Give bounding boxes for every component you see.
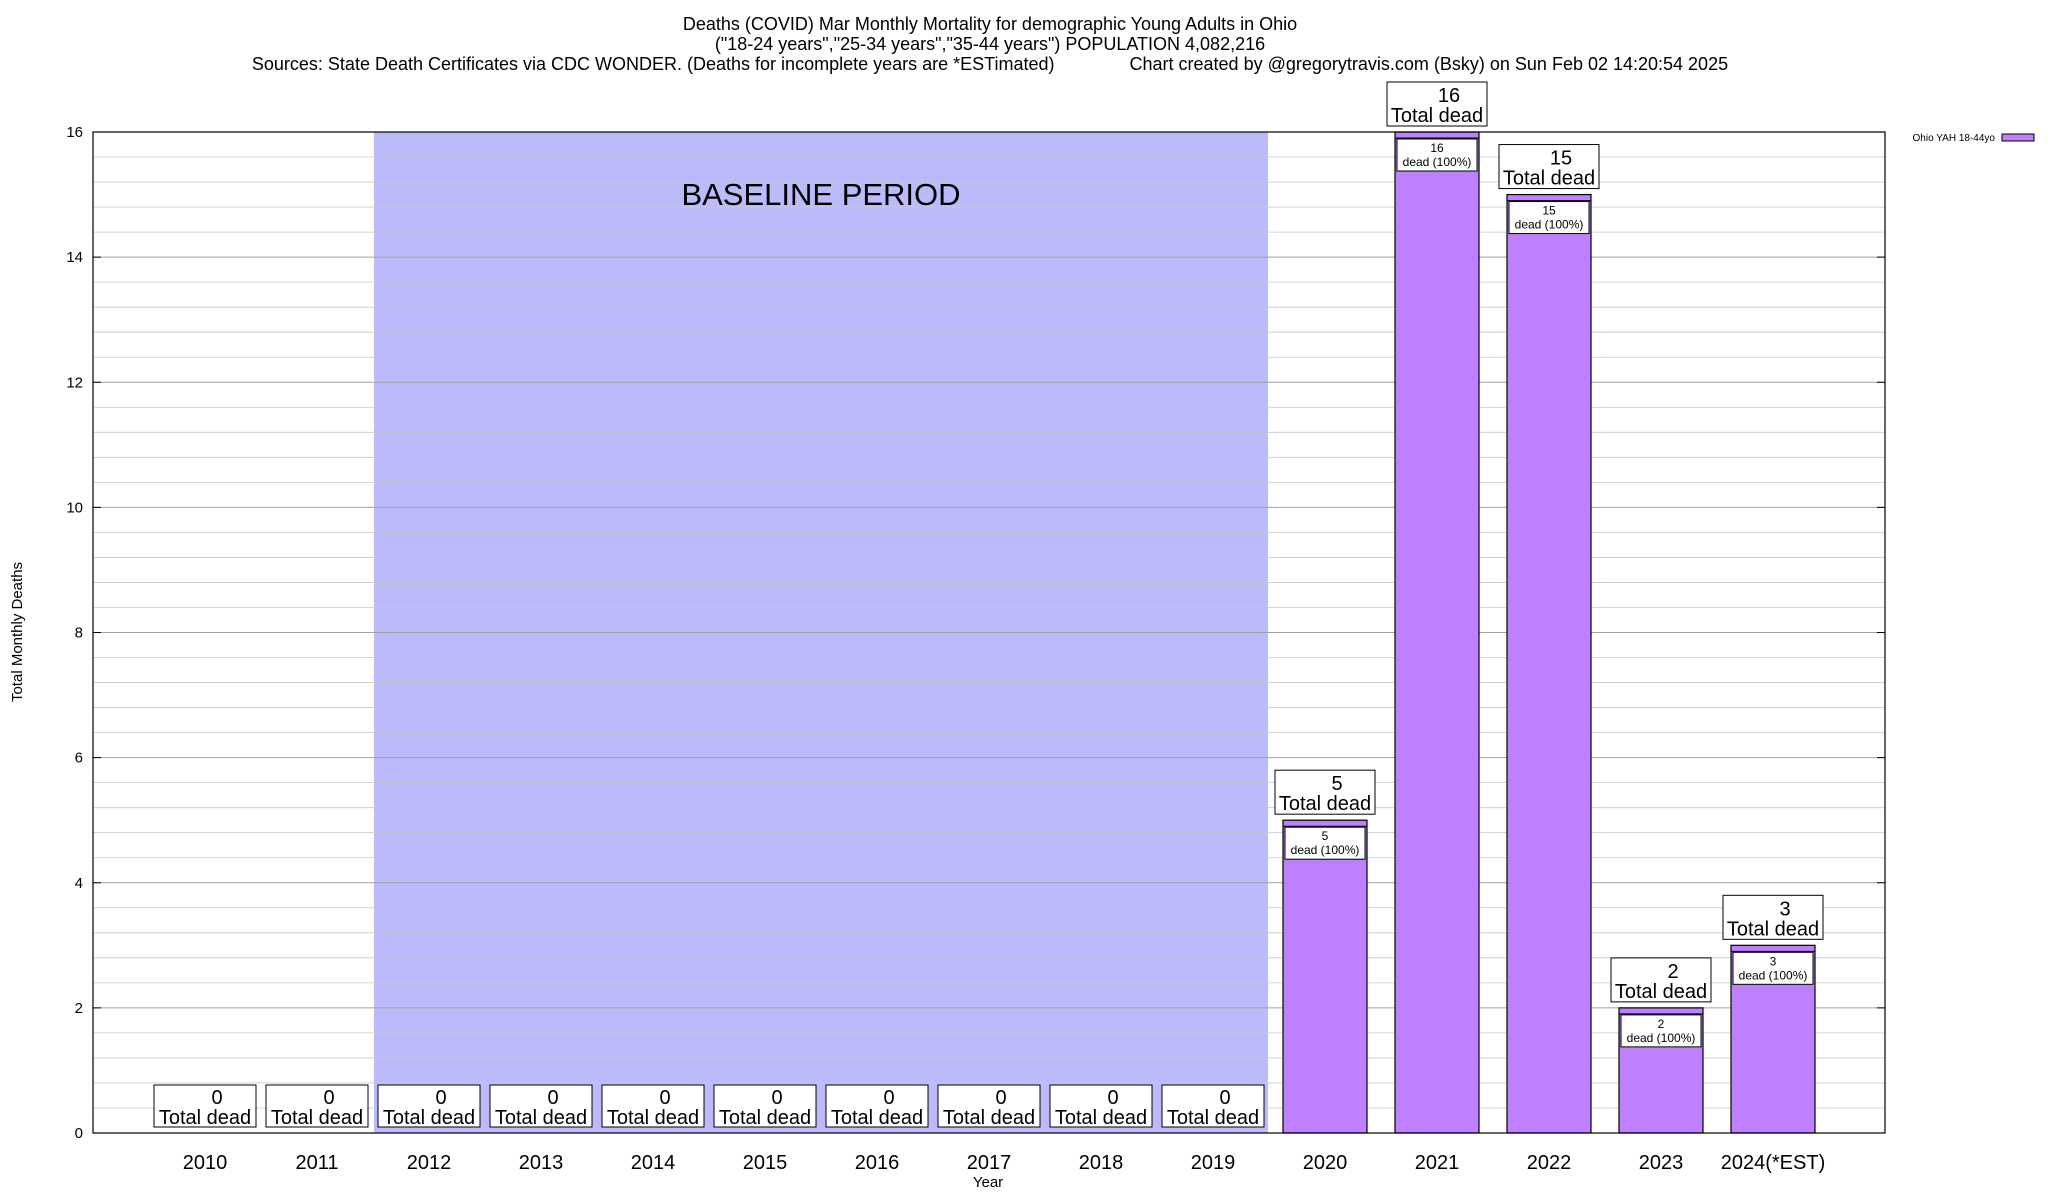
total-label-text: Total dead bbox=[943, 1107, 1035, 1129]
total-label-text: Total dead bbox=[1727, 918, 1819, 940]
total-label-text: Total dead bbox=[719, 1107, 811, 1129]
total-label-text: Total dead bbox=[1167, 1107, 1259, 1129]
total-label-value: 5 bbox=[1331, 773, 1342, 795]
x-tick-label: 2010 bbox=[183, 1152, 228, 1174]
x-tick-label: 2015 bbox=[743, 1152, 788, 1174]
chart-subtitle: ("18-24 years","25-34 years","35-44 year… bbox=[714, 34, 1266, 54]
total-label-box bbox=[937, 1084, 1041, 1128]
total-label-box bbox=[489, 1084, 593, 1128]
total-label-text: Total dead bbox=[831, 1107, 923, 1129]
x-tick-label: 2019 bbox=[1191, 1152, 1236, 1174]
segment-label-value: 2 bbox=[1658, 1017, 1665, 1031]
y-tick-label: 6 bbox=[75, 750, 83, 767]
x-tick-label: 2016 bbox=[855, 1152, 900, 1174]
chart-title: Deaths (COVID) Mar Monthly Mortality for… bbox=[682, 14, 1298, 34]
segment-label-text: dead (100%) bbox=[1403, 155, 1472, 169]
total-label-value: 0 bbox=[323, 1087, 334, 1109]
total-label-value: 0 bbox=[435, 1087, 446, 1109]
y-axis-label: Total Monthly Deaths bbox=[9, 562, 26, 702]
total-label-value: 0 bbox=[1107, 1087, 1118, 1109]
segment-label-value: 16 bbox=[1430, 141, 1444, 155]
x-tick-label: 2021 bbox=[1415, 1152, 1460, 1174]
total-label-box bbox=[1722, 894, 1824, 940]
total-label-box bbox=[153, 1084, 257, 1128]
total-label-text: Total dead bbox=[1615, 981, 1707, 1003]
total-label-text: Total dead bbox=[1279, 793, 1371, 815]
total-label-value: 0 bbox=[211, 1087, 222, 1109]
x-tick-label: 2023 bbox=[1639, 1152, 1684, 1174]
total-label-box bbox=[1498, 144, 1600, 190]
total-label-text: Total dead bbox=[495, 1107, 587, 1129]
total-label-value: 0 bbox=[771, 1087, 782, 1109]
segment-label-text: dead (100%) bbox=[1627, 1031, 1696, 1045]
total-label-value: 3 bbox=[1779, 898, 1790, 920]
y-tick-label: 2 bbox=[75, 1000, 83, 1017]
total-label-box bbox=[377, 1084, 481, 1128]
total-label-text: Total dead bbox=[607, 1107, 699, 1129]
y-tick-label: 8 bbox=[75, 625, 83, 642]
total-label-box bbox=[1161, 1084, 1265, 1128]
total-label-text: Total dead bbox=[271, 1107, 363, 1129]
segment-label-value: 15 bbox=[1542, 204, 1556, 218]
total-label-box bbox=[713, 1084, 817, 1128]
segment-label-text: dead (100%) bbox=[1739, 968, 1808, 982]
segment-label-box bbox=[1732, 951, 1814, 985]
legend-swatch bbox=[2001, 133, 2035, 142]
total-label-box bbox=[1386, 81, 1488, 127]
total-label-text: Total dead bbox=[1503, 168, 1595, 190]
x-tick-label: 2024(*EST) bbox=[1721, 1152, 1826, 1174]
total-label-value: 2 bbox=[1667, 961, 1678, 983]
total-label-value: 0 bbox=[995, 1087, 1006, 1109]
total-label-value: 0 bbox=[1219, 1087, 1230, 1109]
bar bbox=[1394, 131, 1480, 1134]
total-label-box bbox=[1274, 769, 1376, 815]
y-tick-label: 12 bbox=[66, 374, 83, 391]
x-tick-label: 2020 bbox=[1303, 1152, 1348, 1174]
segment-label-box bbox=[1508, 201, 1590, 235]
total-label-box bbox=[825, 1084, 929, 1128]
segment-label-value: 3 bbox=[1770, 954, 1777, 968]
total-label-value: 15 bbox=[1550, 148, 1572, 170]
total-label-text: Total dead bbox=[159, 1107, 251, 1129]
x-tick-label: 2012 bbox=[407, 1152, 452, 1174]
bar bbox=[1282, 819, 1368, 1134]
total-label-value: 0 bbox=[659, 1087, 670, 1109]
y-tick-label: 0 bbox=[75, 1125, 83, 1142]
total-label-text: Total dead bbox=[1391, 105, 1483, 127]
total-label-text: Total dead bbox=[1055, 1107, 1147, 1129]
segment-label-box bbox=[1396, 138, 1478, 172]
x-tick-label: 2011 bbox=[295, 1152, 338, 1174]
total-label-value: 0 bbox=[883, 1087, 894, 1109]
y-tick-label: 14 bbox=[66, 249, 83, 266]
plot-border bbox=[92, 131, 1886, 1134]
total-label-box bbox=[601, 1084, 705, 1128]
x-tick-label: 2017 bbox=[967, 1152, 1012, 1174]
x-tick-label: 2022 bbox=[1527, 1152, 1572, 1174]
x-tick-label: 2014 bbox=[631, 1152, 676, 1174]
segment-label-text: dead (100%) bbox=[1291, 843, 1360, 857]
x-axis-label: Year bbox=[973, 1174, 1003, 1191]
total-label-text: Total dead bbox=[383, 1107, 475, 1129]
total-label-box bbox=[265, 1084, 369, 1128]
total-label-value: 16 bbox=[1438, 85, 1460, 107]
segment-label-text: dead (100%) bbox=[1515, 218, 1584, 232]
bar bbox=[1506, 193, 1592, 1134]
total-label-box bbox=[1610, 957, 1712, 1003]
segment-label-box bbox=[1620, 1014, 1702, 1048]
y-tick-label: 16 bbox=[66, 124, 83, 141]
x-tick-label: 2013 bbox=[519, 1152, 564, 1174]
total-label-box bbox=[1049, 1084, 1153, 1128]
total-label-value: 0 bbox=[547, 1087, 558, 1109]
legend-label: Ohio YAH 18-44yo bbox=[1913, 133, 1996, 144]
segment-label-value: 5 bbox=[1322, 829, 1329, 843]
x-tick-label: 2018 bbox=[1079, 1152, 1124, 1174]
segment-label-box bbox=[1284, 826, 1366, 860]
baseline-label: BASELINE PERIOD bbox=[681, 177, 960, 212]
y-tick-label: 4 bbox=[75, 875, 83, 892]
chart-source-line: Sources: State Death Certificates via CD… bbox=[251, 54, 1729, 74]
y-tick-label: 10 bbox=[66, 499, 83, 516]
